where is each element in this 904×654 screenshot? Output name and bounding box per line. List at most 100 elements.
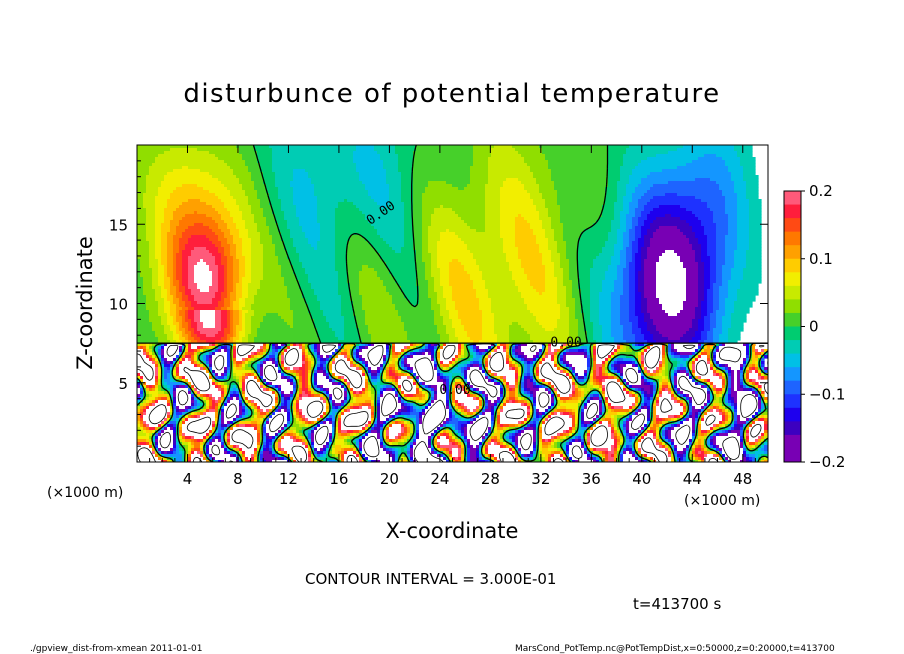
field-cell [686, 295, 699, 299]
field-cell [383, 283, 399, 287]
field-cell [407, 361, 435, 365]
field-cell [263, 376, 282, 380]
field-cell [515, 379, 519, 383]
field-cell [641, 292, 645, 296]
field-cell [215, 325, 222, 329]
field-cell [746, 349, 750, 353]
field-cell [173, 244, 180, 248]
field-cell [323, 367, 327, 371]
field-cell [551, 349, 555, 353]
field-cell [329, 370, 333, 374]
field-cell [260, 367, 264, 371]
field-cell [722, 265, 735, 269]
field-cell [725, 235, 738, 239]
field-cell [365, 343, 369, 347]
field-cell [581, 346, 588, 350]
field-cell [326, 355, 330, 359]
field-cell [299, 382, 303, 386]
field-cell [428, 295, 438, 299]
field-cell [557, 250, 567, 254]
field-cell [335, 376, 339, 380]
field-cell [404, 220, 414, 224]
field-cell [560, 205, 603, 209]
field-cell [737, 235, 750, 239]
field-cell [569, 328, 579, 332]
field-cell [614, 358, 618, 362]
field-cell [254, 181, 264, 185]
field-cell [548, 160, 609, 164]
field-cell [539, 385, 543, 389]
field-cell [227, 286, 234, 290]
field-cell [629, 382, 642, 386]
field-cell [440, 310, 450, 314]
field-cell [299, 217, 318, 221]
field-cell [569, 319, 579, 323]
field-cell [455, 385, 459, 389]
field-cell [464, 385, 468, 389]
field-cell [242, 295, 249, 299]
field-cell [707, 310, 714, 314]
field-cell [473, 355, 477, 359]
field-cell [512, 343, 516, 347]
field-cell [614, 280, 624, 284]
field-cell [707, 253, 717, 257]
field-cell [605, 364, 609, 368]
field-cell [482, 370, 486, 374]
field-cell [548, 352, 555, 356]
field-cell [686, 286, 699, 290]
field-cell [413, 223, 423, 227]
field-cell [299, 385, 303, 389]
field-cell [677, 367, 681, 371]
field-cell [206, 355, 210, 359]
field-cell [440, 235, 459, 239]
field-cell [707, 379, 711, 383]
field-cell [710, 346, 714, 350]
field-cell [311, 349, 315, 353]
field-cell [533, 175, 552, 179]
field-cell [536, 319, 558, 323]
field-cell [245, 193, 258, 197]
field-cell [734, 145, 753, 149]
field-cell [518, 289, 537, 293]
field-cell [347, 199, 375, 203]
field-cell [521, 214, 540, 218]
field-cell [650, 223, 690, 227]
field-cell [437, 331, 447, 335]
field-cell [245, 325, 252, 329]
field-cell [551, 226, 564, 230]
field-cell [596, 370, 600, 374]
field-cell [566, 364, 570, 368]
field-cell [179, 298, 183, 302]
field-cell [686, 373, 690, 377]
field-cell [245, 223, 258, 227]
field-cell [158, 313, 168, 317]
field-cell [158, 370, 162, 374]
field-cell [341, 313, 354, 317]
field-cell [410, 367, 414, 371]
field-cell [338, 376, 342, 380]
field-cell [722, 328, 729, 332]
field-cell [161, 355, 165, 359]
field-cell [248, 235, 261, 239]
field-cell [650, 370, 654, 374]
field-cell [230, 331, 234, 335]
field-cell [410, 370, 414, 374]
field-cell [446, 385, 450, 389]
field-cell [542, 226, 552, 230]
field-cell [359, 274, 378, 278]
field-cell [218, 373, 222, 377]
field-cell [245, 376, 249, 380]
field-cell [512, 364, 516, 368]
field-cell [137, 265, 141, 269]
field-cell [152, 271, 159, 275]
field-cell [179, 280, 183, 284]
field-cell [158, 307, 165, 311]
field-cell [431, 343, 435, 347]
field-cell [569, 310, 576, 314]
field-cell [344, 316, 357, 320]
field-cell [608, 160, 624, 164]
field-cell [545, 346, 549, 350]
field-cell [224, 331, 231, 335]
field-cell [713, 295, 720, 299]
field-cell [632, 325, 639, 329]
